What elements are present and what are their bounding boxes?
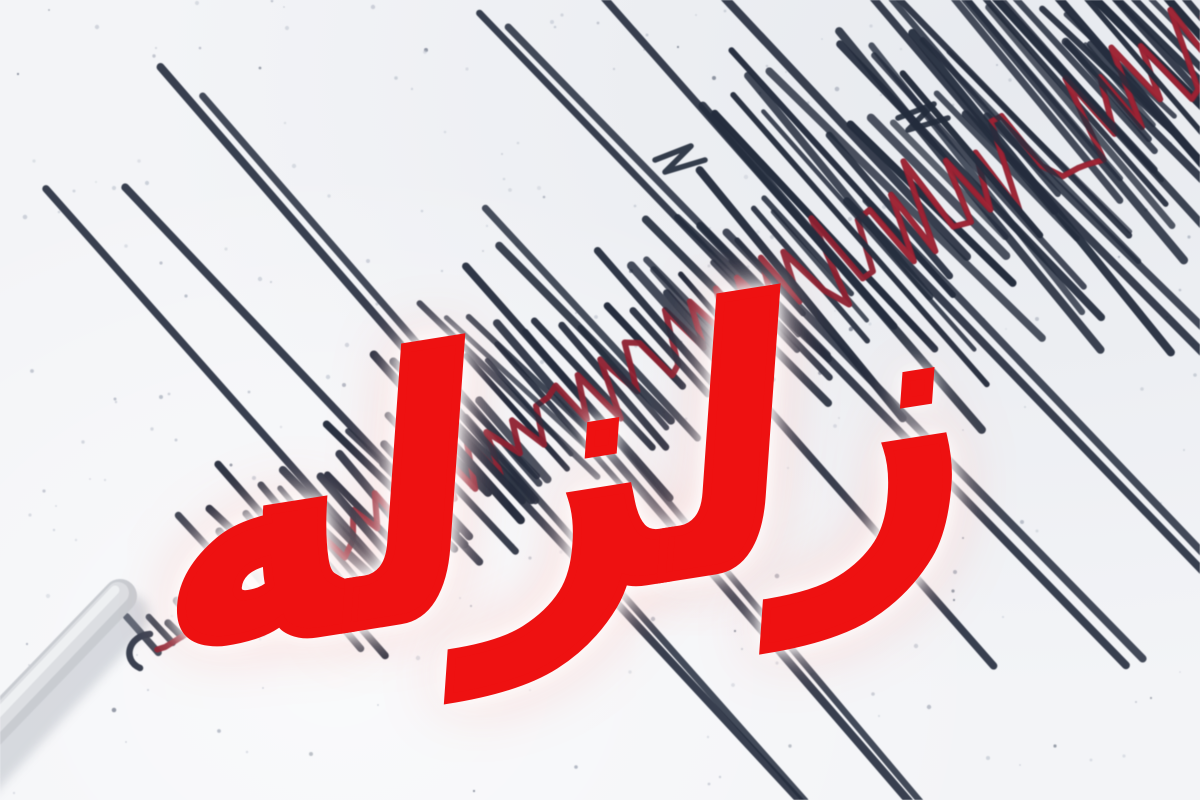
trace-red-line xyxy=(154,6,1200,653)
seismic-trace-strokes-over xyxy=(42,0,1200,800)
seismograph-pen xyxy=(0,579,154,788)
